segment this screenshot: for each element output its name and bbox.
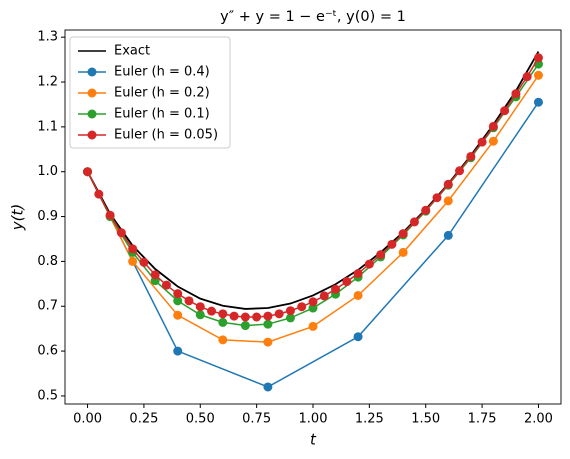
point xyxy=(466,151,476,161)
point xyxy=(308,321,318,331)
x-tick-label: 0.75 xyxy=(242,412,271,427)
point xyxy=(173,310,183,320)
point xyxy=(342,277,352,287)
point xyxy=(229,311,239,321)
legend-label: Euler (h = 0.05) xyxy=(114,128,218,143)
point xyxy=(274,309,284,319)
point xyxy=(218,309,228,319)
point xyxy=(353,290,363,300)
point xyxy=(139,257,149,267)
y-tick-label: 0.8 xyxy=(37,254,58,269)
legend-marker xyxy=(87,130,97,140)
point xyxy=(511,89,521,99)
point xyxy=(263,382,273,392)
point xyxy=(533,97,543,107)
legend-box xyxy=(69,36,231,149)
point xyxy=(105,210,115,220)
point xyxy=(173,296,183,306)
point xyxy=(477,137,487,147)
point xyxy=(240,321,250,331)
point xyxy=(207,306,217,316)
point xyxy=(128,244,138,254)
point xyxy=(285,306,295,316)
legend-label: Euler (h = 0.4) xyxy=(114,65,210,80)
legend-marker xyxy=(87,67,97,77)
point xyxy=(500,106,510,116)
y-tick-label: 0.9 xyxy=(37,209,58,224)
point xyxy=(353,332,363,342)
point xyxy=(364,259,374,269)
legend-marker xyxy=(87,109,97,119)
point xyxy=(184,296,194,306)
point xyxy=(331,284,341,294)
chart-title: y″ + y = 1 − e⁻ᵗ, y(0) = 1 xyxy=(220,9,406,25)
point xyxy=(150,270,160,280)
plot-frame xyxy=(64,29,562,405)
point xyxy=(533,70,543,80)
point xyxy=(240,312,250,322)
legend-marker xyxy=(87,88,97,98)
point xyxy=(94,189,104,199)
point xyxy=(488,136,498,146)
x-tick-label: 1.00 xyxy=(299,412,328,427)
point xyxy=(218,317,228,327)
point xyxy=(398,247,408,257)
x-tick-label: 0.25 xyxy=(129,412,158,427)
point xyxy=(387,239,397,249)
point xyxy=(443,196,453,206)
point xyxy=(83,167,93,177)
y-tick-label: 0.5 xyxy=(37,388,58,403)
point xyxy=(116,228,126,238)
point xyxy=(421,205,431,215)
legend-label: Euler (h = 0.2) xyxy=(114,86,210,101)
point xyxy=(409,217,419,227)
point xyxy=(173,289,183,299)
y-tick-label: 1.2 xyxy=(37,75,58,90)
point xyxy=(263,337,273,347)
legend-label: Exact xyxy=(114,44,150,59)
point xyxy=(195,310,205,320)
y-tick-label: 1.1 xyxy=(37,119,58,134)
y-axis-label: y(t) xyxy=(9,204,27,231)
x-tick-label: 0.50 xyxy=(186,412,215,427)
x-tick-label: 2.00 xyxy=(524,412,553,427)
point xyxy=(263,311,273,321)
x-tick-label: 1.50 xyxy=(411,412,440,427)
point xyxy=(195,302,205,312)
point xyxy=(319,291,329,301)
y-tick-label: 0.6 xyxy=(37,344,58,359)
point xyxy=(533,53,543,63)
point xyxy=(308,297,318,307)
x-tick-label: 1.75 xyxy=(468,412,497,427)
point xyxy=(285,313,295,323)
y-tick-label: 0.7 xyxy=(37,299,58,314)
point xyxy=(488,121,498,131)
point xyxy=(522,72,532,82)
point xyxy=(297,302,307,312)
point xyxy=(173,346,183,356)
legend: Exact Euler (h = 0.4) Euler (h = 0.2) Euler… xyxy=(69,36,231,149)
point xyxy=(443,230,453,240)
point xyxy=(161,280,171,290)
point xyxy=(353,269,363,279)
x-tick-label: 1.25 xyxy=(355,412,384,427)
y-tick-label: 1.3 xyxy=(37,30,58,45)
point xyxy=(443,179,453,189)
point xyxy=(376,250,386,260)
point xyxy=(398,229,408,239)
point xyxy=(432,193,442,203)
point xyxy=(308,303,318,313)
point xyxy=(128,256,138,266)
x-tick-label: 0.00 xyxy=(73,412,102,427)
point xyxy=(252,312,262,322)
y-tick-label: 1.0 xyxy=(37,164,58,179)
legend-label: Euler (h = 0.1) xyxy=(114,107,210,122)
x-axis-label: t xyxy=(310,431,317,449)
point xyxy=(455,166,465,176)
series-line xyxy=(86,101,540,388)
point xyxy=(218,335,228,345)
point xyxy=(263,319,273,329)
